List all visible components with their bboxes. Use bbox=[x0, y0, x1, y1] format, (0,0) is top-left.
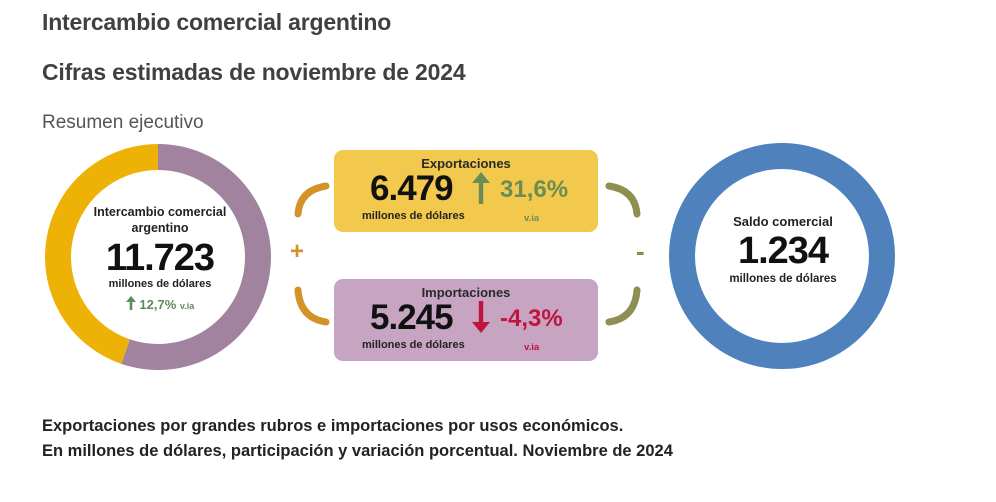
footer-line-1: Exportaciones por grandes rubros e impor… bbox=[42, 417, 624, 435]
intercambio-value: 11.723 bbox=[105, 237, 215, 279]
arrow-down-icon bbox=[472, 301, 490, 333]
imports-unit: millones de dólares bbox=[362, 339, 465, 351]
bracket-right-top bbox=[605, 182, 641, 218]
imports-card: Importaciones 5.245 -4,3% millones de dó… bbox=[334, 279, 598, 361]
saldo-label: Saldo comercial bbox=[733, 214, 833, 229]
exports-label: Exportaciones bbox=[421, 156, 511, 171]
saldo-summary: Saldo comercial 1.234 millones de dólare… bbox=[698, 214, 868, 285]
saldo-value: 1.234 bbox=[737, 230, 829, 272]
intercambio-variation: 12,7% v.ia bbox=[75, 296, 245, 312]
exports-value: 6.479 bbox=[370, 169, 454, 208]
saldo-donut bbox=[669, 143, 895, 370]
exports-card: Exportaciones 6.479 31,6% millones de dó… bbox=[334, 150, 598, 232]
minus-operator: - bbox=[636, 236, 645, 266]
intercambio-variation-value: 12,7% bbox=[139, 297, 177, 312]
intercambio-donut bbox=[45, 144, 271, 370]
intercambio-unit: millones de dólares bbox=[108, 278, 212, 290]
footer-line-2: En millones de dólares, participación y … bbox=[42, 442, 673, 460]
bracket-left-bottom bbox=[294, 286, 330, 326]
bracket-right-bottom bbox=[605, 286, 641, 326]
imports-variation: -4,3% bbox=[500, 305, 563, 332]
imports-variation-suffix: v.ia bbox=[524, 342, 540, 353]
imports-label: Importaciones bbox=[421, 285, 511, 300]
page-title: Intercambio comercial argentino bbox=[42, 9, 392, 35]
exports-unit: millones de dólares bbox=[362, 210, 465, 222]
exports-variation: 31,6% bbox=[500, 176, 569, 203]
imports-value: 5.245 bbox=[370, 298, 454, 337]
intercambio-summary: Intercambio comercial argentino 11.723 m… bbox=[75, 204, 245, 312]
intercambio-variation-suffix: v.ia bbox=[179, 301, 195, 311]
arrow-up-icon bbox=[125, 296, 136, 310]
saldo-unit: millones de dólares bbox=[729, 273, 837, 285]
saldo-slice-saldo-comercial bbox=[669, 143, 895, 370]
period-title: Cifras estimadas de noviembre de 2024 bbox=[42, 59, 466, 85]
plus-operator: + bbox=[290, 238, 305, 265]
intercambio-label: Intercambio comercial argentino bbox=[93, 205, 227, 235]
exports-variation-suffix: v.ia bbox=[524, 213, 540, 224]
bracket-left-top bbox=[294, 182, 330, 218]
section-subtitle: Resumen ejecutivo bbox=[42, 112, 204, 133]
intercambio-slice-importaciones bbox=[45, 144, 159, 364]
intercambio-slice-exportaciones bbox=[121, 144, 271, 370]
arrow-up-icon bbox=[472, 172, 490, 204]
